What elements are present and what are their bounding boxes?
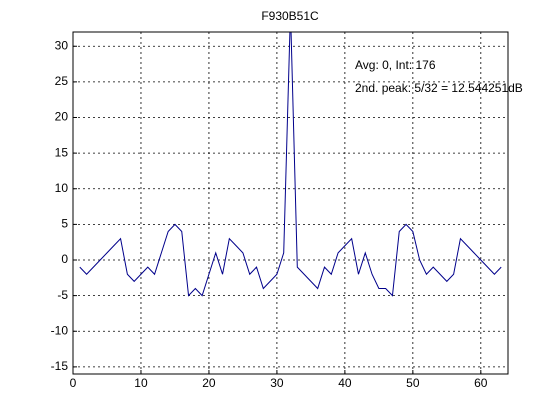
y-tick-label: 30 [55, 38, 69, 52]
y-tick-label: -5 [57, 288, 68, 302]
plot-area [73, 32, 508, 374]
x-tick-label: 30 [270, 376, 284, 390]
annotation: Avg: 0, Int: 176 [355, 58, 436, 72]
x-tick-label: 40 [338, 376, 352, 390]
x-tick-label: 60 [474, 376, 488, 390]
x-tick-label: 0 [70, 376, 77, 390]
series [79, 32, 502, 297]
chart-title: F930B51C [261, 9, 319, 23]
line [79, 32, 502, 297]
y-tick-label: 10 [55, 181, 69, 195]
y-tick-label: 0 [61, 252, 68, 266]
plot-frame [72, 31, 509, 375]
y-tick-label: 25 [55, 74, 69, 88]
y-tick-label: -10 [51, 323, 69, 337]
y-tick-label: -15 [51, 359, 69, 373]
y-tick-label: 5 [61, 217, 68, 231]
x-tick-label: 10 [134, 376, 148, 390]
x-tick-label: 20 [202, 376, 216, 390]
y-tick-label: 15 [55, 145, 69, 159]
x-tick-label: 50 [406, 376, 420, 390]
y-tick-label: 20 [55, 110, 69, 124]
annotation: 2nd. peak: 5/32 = 12.544251dB [355, 81, 523, 95]
